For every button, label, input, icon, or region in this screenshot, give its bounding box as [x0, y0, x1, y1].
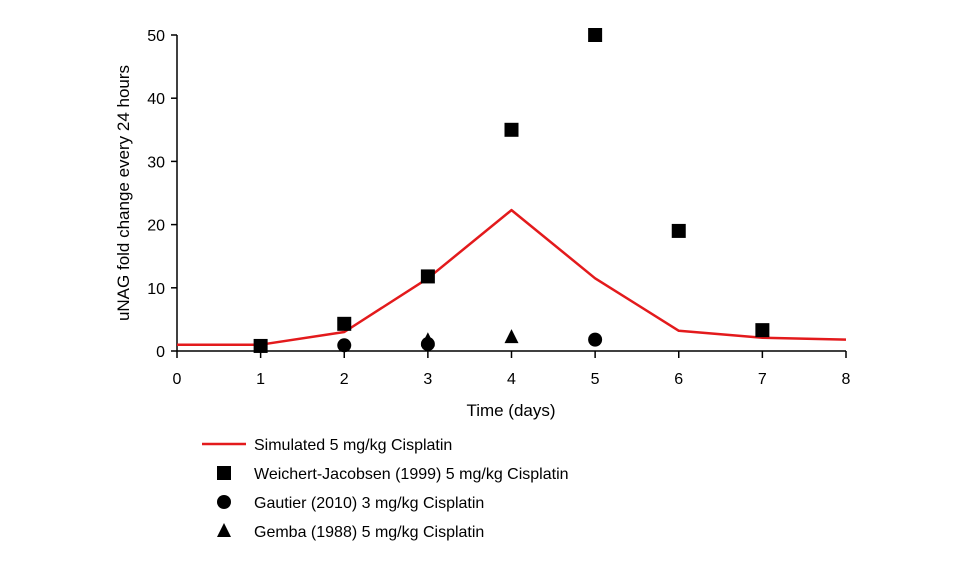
legend-label: Weichert-Jacobsen (1999) 5 mg/kg Cisplat… [254, 466, 569, 483]
x-tick-label: 3 [423, 371, 432, 388]
triangle-point [504, 329, 519, 344]
y-tick-label: 10 [147, 281, 165, 298]
triangle-point [420, 332, 435, 347]
y-tick-label: 0 [156, 344, 165, 361]
legend-label: Gemba (1988) 5 mg/kg Cisplatin [254, 524, 484, 541]
circle-point [588, 332, 603, 347]
x-tick-label: 6 [674, 371, 683, 388]
y-tick-label: 40 [147, 91, 165, 108]
simulated-line [177, 208, 847, 346]
legend-square-swatch [217, 466, 231, 480]
y-tick-label: 30 [147, 154, 165, 171]
legend-label: Simulated 5 mg/kg Cisplatin [254, 437, 452, 454]
legend-triangle-swatch [217, 523, 231, 537]
tick-labels: 0 10 20 30 40 50 0 1 2 3 4 5 6 7 8 [147, 28, 850, 388]
x-tick-label: 8 [842, 371, 851, 388]
square-point [671, 223, 686, 238]
square-point [755, 323, 770, 338]
x-tick-label: 2 [340, 371, 349, 388]
legend-label: Gautier (2010) 3 mg/kg Cisplatin [254, 495, 484, 512]
circle-point [337, 338, 352, 353]
x-tick-label: 0 [173, 371, 182, 388]
square-point [504, 122, 519, 137]
x-tick-label: 7 [758, 371, 767, 388]
y-tick-label: 20 [147, 218, 165, 235]
plot-area [177, 28, 847, 353]
y-axis-title: uNAG fold change every 24 hours [114, 65, 133, 321]
square-point [253, 338, 268, 353]
legend-circle-swatch [217, 495, 231, 509]
square-point [337, 316, 352, 331]
square-point [588, 28, 603, 42]
x-tick-label: 5 [591, 371, 600, 388]
y-tick-label: 50 [147, 28, 165, 45]
legend: Simulated 5 mg/kg Cisplatin Weichert-Jaco… [202, 437, 569, 541]
axes [171, 34, 847, 358]
x-tick-label: 4 [507, 371, 516, 388]
x-axis-title: Time (days) [466, 401, 555, 420]
x-tick-label: 1 [256, 371, 265, 388]
square-point [420, 269, 435, 284]
